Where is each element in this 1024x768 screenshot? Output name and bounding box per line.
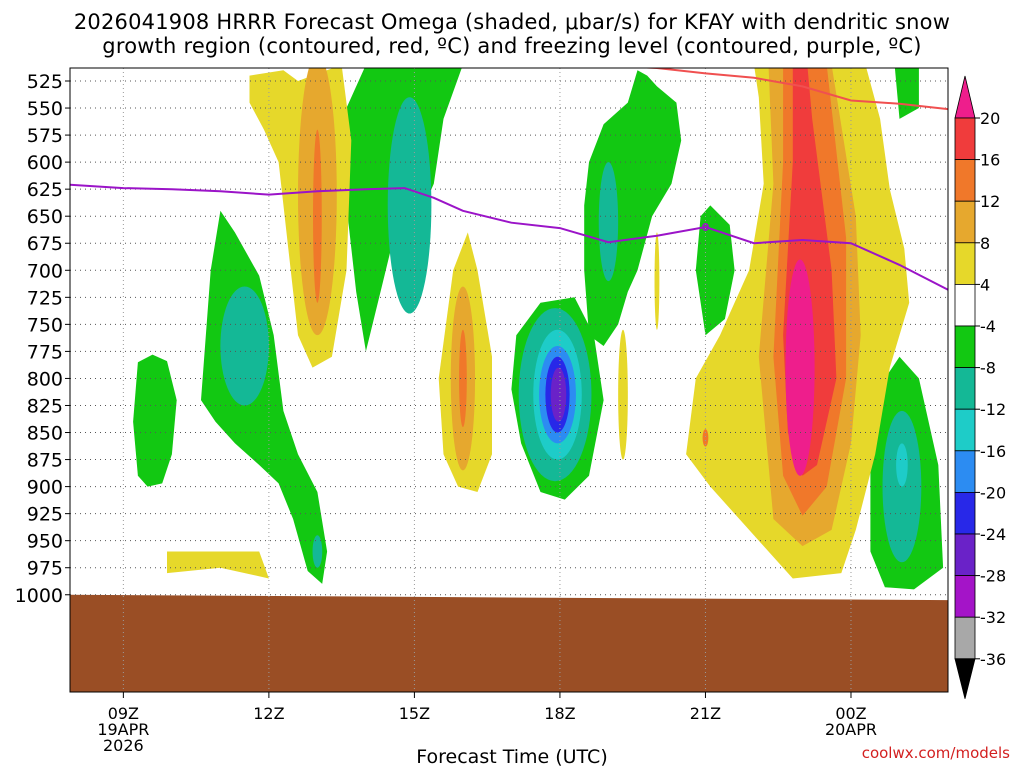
omega-magenta-2300 (785, 259, 815, 476)
colorbar-label: -24 (980, 525, 1006, 544)
omega-yellow-2000 (654, 232, 660, 330)
grid (70, 68, 948, 692)
colorbar-bin (954, 408, 976, 452)
x-tick-label: 12Z (253, 704, 284, 723)
chart-title-line1: 2026041908 HRRR Forecast Omega (shaded, … (73, 10, 951, 34)
colorbar-label: -36 (980, 650, 1006, 669)
colorbar-bin (954, 616, 976, 660)
colorbar-label: 16 (980, 151, 1000, 170)
plot-frame (69, 67, 949, 693)
omega-yellow-1000 (167, 551, 269, 579)
x-tick-label: 2026 (103, 736, 144, 755)
colorbar-label: -32 (980, 608, 1006, 627)
freezing-level-line (70, 183, 948, 291)
x-tick-label: 00Z (835, 704, 866, 723)
colorbar-bin (954, 367, 976, 410)
colorbar-bin (954, 533, 976, 576)
y-axis: 525 550 575 600 625 650 675 700 725 750 775 800 825 8… (15, 71, 70, 607)
y-tick-label: 925 (27, 504, 63, 526)
x-tick-label: 19APR (97, 720, 149, 739)
colorbar-bin (954, 242, 976, 285)
y-tick-label: 800 (27, 368, 63, 390)
omega-teal-1500 (387, 97, 432, 314)
colorbar-label: -16 (980, 442, 1006, 461)
colorbar-label: -12 (980, 400, 1006, 419)
x-tick-label: 15Z (399, 704, 430, 723)
y-tick-label: 975 (27, 558, 63, 580)
omega-yellow-1930 (618, 329, 628, 460)
omega-teal-2500 (882, 410, 922, 563)
y-tick-label: 700 (27, 260, 63, 282)
x-tick-label: 18Z (544, 704, 575, 723)
x-tick-label: 09Z (108, 704, 139, 723)
colorbar-triangle-top (954, 75, 976, 119)
colorbar-label: 4 (980, 275, 990, 294)
omega-green-0930 (133, 354, 177, 487)
colorbar-bin (954, 325, 976, 368)
colorbar-bin (954, 159, 976, 202)
colorbar-bin (954, 200, 976, 244)
colorbar-label: -8 (980, 359, 996, 378)
ground-strip (70, 594, 948, 692)
y-tick-label: 525 (27, 71, 63, 93)
omega-teal-1900 (598, 162, 619, 282)
omega-teal-1130 (220, 286, 269, 406)
colorbar-bin (954, 491, 976, 535)
y-tick-label: 675 (27, 233, 63, 255)
y-tick-label: 625 (27, 179, 63, 201)
credit-text: coolwx.com/models (861, 744, 1010, 762)
y-tick-label: 1000 (15, 585, 63, 607)
x-tick-label: 20APR (825, 720, 877, 739)
omega-cyan-2500 (896, 443, 908, 487)
x-tick-label: 21Z (690, 704, 721, 723)
colorbar-triangle-bottom (954, 658, 976, 699)
colorbar-bin (954, 575, 976, 618)
colorbar-label: -28 (980, 567, 1006, 586)
y-tick-label: 825 (27, 395, 63, 417)
colorbar-bin (954, 117, 976, 160)
colorbar-bin (954, 450, 976, 493)
y-tick-label: 950 (27, 531, 63, 553)
y-tick-label: 575 (27, 125, 63, 147)
y-tick-label: 600 (27, 152, 63, 174)
omega-dorange-2100 (702, 429, 709, 447)
colorbar-label: 20 (980, 109, 1000, 128)
omega-shading (70, 68, 948, 692)
colorbar-label: -20 (980, 483, 1006, 502)
omega-dorange-1300 (313, 129, 322, 303)
freezing-level-label: 0 (702, 221, 710, 234)
colorbar-bin (954, 283, 976, 327)
colorbar: 20 16 12 8 4 -4 -8 -12 -16 -20 -24 -28 -32 -36 (954, 75, 1006, 699)
x-axis-title: Forecast Time (UTC) (416, 746, 608, 768)
omega-teal-1300 (312, 535, 323, 568)
dendritic-growth-line (636, 68, 948, 111)
y-tick-label: 725 (27, 287, 63, 309)
chart-title-line2: growth region (contoured, red, ºC) and f… (102, 34, 922, 58)
omega-purple-1800 (550, 367, 567, 422)
y-tick-label: 850 (27, 423, 63, 445)
y-tick-label: 550 (27, 98, 63, 120)
y-tick-label: 775 (27, 341, 63, 363)
omega-dorange-1600 (459, 329, 467, 428)
contour-lines: 0 (70, 68, 948, 291)
colorbar-label: -4 (980, 317, 996, 336)
colorbar-label: 8 (980, 234, 990, 253)
y-tick-label: 750 (27, 314, 63, 336)
y-tick-label: 900 (27, 477, 63, 499)
y-tick-label: 650 (27, 206, 63, 228)
colorbar-label: 12 (980, 192, 1000, 211)
y-tick-label: 875 (27, 450, 63, 472)
